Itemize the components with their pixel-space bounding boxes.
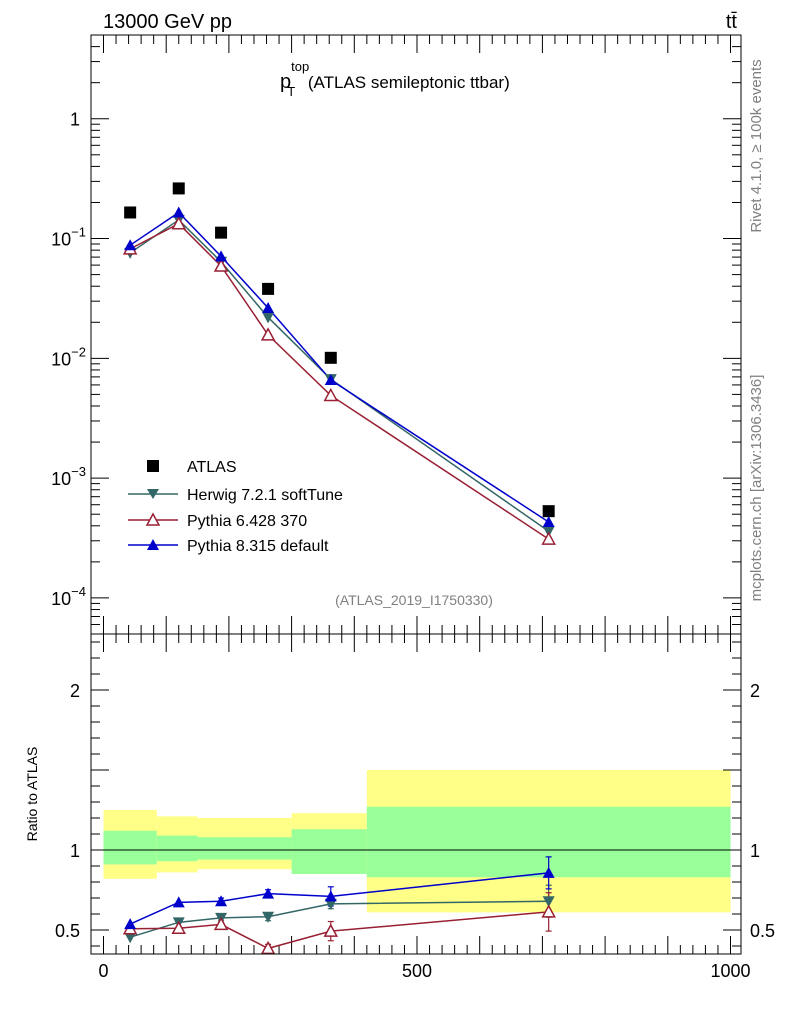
ratio-ytick-label-left: 1 [70,841,80,861]
ratio-series-layer [122,856,556,955]
ratio-plot-frame [90,633,742,955]
main-line-series-3 [129,211,550,523]
ratio-point-series-0 [124,932,137,944]
ratio-ytick-label-left: 0.5 [55,921,80,941]
title-main: p [280,71,291,93]
main-point-series-2 [260,327,276,341]
ratio-axis-ticks: 0.5 0.5 1 1 2 2 0 500 1000 [55,634,775,981]
band-green-1 [156,835,198,862]
ratio-line-series-2 [129,872,549,925]
main-point-series-2 [541,531,556,545]
main-point-series-3 [542,516,555,528]
main-point-series-3 [262,302,275,314]
uncertainty-bands [91,770,741,913]
main-ytick-label: 10−2 [51,344,86,369]
analysis-label: (ATLAS_2019_I1750330) [335,592,493,608]
main-ytick-label: 10−1 [51,225,86,250]
ratio-xtick-label: 500 [402,961,432,981]
mcplots-label: mcplots.cern.ch [arXiv:1306.3436] [748,375,765,602]
ratio-line-series-0 [129,900,549,938]
main-ytick-base: 10 [51,589,71,609]
main-point-series-0 [262,282,275,295]
ratio-ytick-label-right: 2 [750,681,760,701]
main-ytick-base: 10 [51,349,71,369]
ratio-point-series-1 [171,920,187,934]
band-green-2 [197,837,292,860]
main-point-series-3 [124,239,137,251]
ratio-ytick-label-right: 1 [750,841,760,861]
plot-title: ptop T (ATLAS semileptonic ttbar) [280,59,510,99]
legend-label-pythia6: Pythia 6.428 370 [187,513,307,530]
ratio-point-series-0 [262,911,275,923]
ratio-xtick-label: 1000 [710,961,750,981]
main-ytick-label: 10−3 [51,464,86,489]
ratio-point-series-1 [260,940,276,955]
main-point-series-1 [262,312,275,324]
ratio-ytick-label-right: 0.5 [750,921,775,941]
main-ytick-base: 10 [51,469,71,489]
ratio-point-series-1 [323,923,339,937]
ratio-point-series-2 [262,887,275,899]
ratio-ylabel: Ratio to ATLAS [24,747,40,842]
main-point-series-0 [542,505,555,518]
main-point-series-3 [172,206,185,218]
legend-marker-pythia8 [147,539,159,550]
main-point-series-2 [171,216,187,230]
ratio-point-series-2 [172,896,185,908]
ratio-line-series-1 [130,911,549,950]
legend-label-atlas: ATLAS [187,459,237,476]
main-ytick-base: 10 [51,230,71,250]
main-ytick-label: 1 [70,110,80,130]
main-point-series-3 [215,250,228,262]
legend-marker-herwig [147,489,159,499]
legend-marker-atlas [147,460,159,472]
main-ytick-exponent: −1 [71,225,86,240]
band-green-3 [291,829,367,874]
title-subscript: T [287,84,295,99]
legend-label-herwig: Herwig 7.2.1 softTune [187,487,343,504]
main-point-series-0 [124,206,137,219]
rivet-version-label: Rivet 4.1.0, ≥ 100k events [748,59,765,232]
main-line-series-2 [129,222,550,540]
ratio-point-series-2 [124,918,137,930]
legend: ATLAS Herwig 7.2.1 softTune Pythia 6.428… [128,459,343,555]
ratio-point-series-2 [215,895,228,907]
ratio-ytick-label-left: 2 [70,681,80,701]
ratio-point-series-2 [542,866,555,878]
main-axis-ticks: 10−410−310−210−11 [51,34,741,635]
main-ytick-base: 1 [70,110,80,130]
main-ytick-exponent: −3 [71,464,86,479]
main-point-series-0 [172,182,185,195]
legend-label-pythia8: Pythia 8.315 default [187,538,329,555]
main-ytick-label: 10−4 [51,584,86,609]
main-point-series-2 [323,387,339,402]
main-ytick-exponent: −4 [71,584,86,599]
ratio-point-series-2 [324,890,337,902]
main-point-series-0 [324,351,337,364]
main-ytick-exponent: −2 [71,344,86,359]
title-superscript: top [291,59,309,74]
main-point-series-3 [324,373,337,385]
ratio-point-series-1 [213,916,229,931]
band-green-0 [103,830,157,865]
ratio-point-series-1 [541,904,556,918]
main-point-series-2 [213,258,229,272]
process-label: tt̄ [726,11,738,33]
main-line-series-1 [129,218,550,532]
beam-label: 13000 GeV pp [103,11,232,33]
ratio-point-series-0 [542,896,555,908]
title-rest: (ATLAS semileptonic ttbar) [303,73,510,92]
ratio-point-series-0 [324,898,337,910]
main-point-series-0 [215,226,228,239]
main-series-layer [122,182,556,545]
legend-marker-pythia6 [145,512,161,526]
ratio-xtick-label: 0 [98,961,108,981]
